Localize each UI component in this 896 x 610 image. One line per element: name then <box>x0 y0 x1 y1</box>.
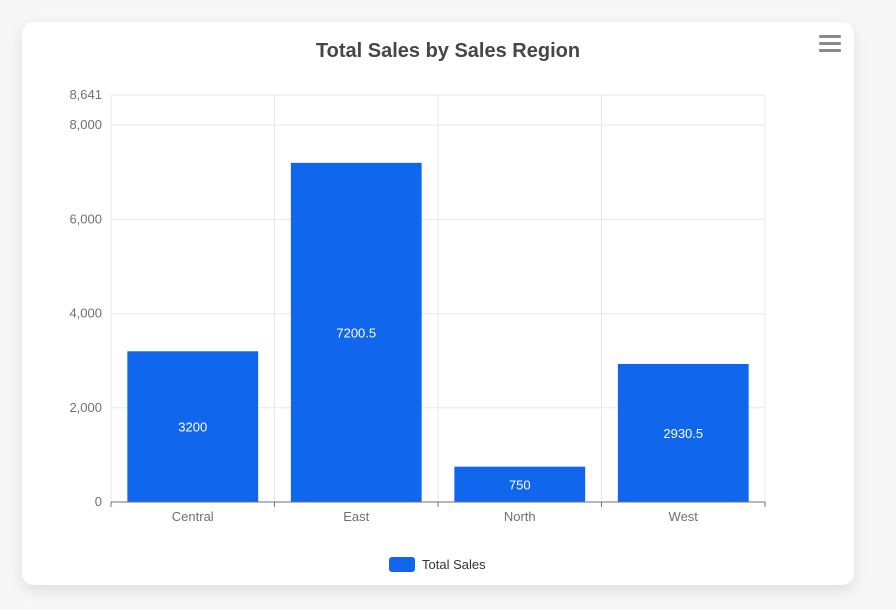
data-label: 7200.5 <box>336 325 376 340</box>
y-tick-label: 4,000 <box>69 306 102 321</box>
x-tick-label: East <box>343 509 369 524</box>
legend-label: Total Sales <box>422 557 486 572</box>
bar-north <box>454 466 586 502</box>
bar-west <box>617 363 749 502</box>
data-label: 3200 <box>178 420 207 435</box>
axes: 0 2,000 4,000 6,000 8,000 8,641 Central East Nor… <box>69 87 766 524</box>
legend-swatch <box>389 557 415 572</box>
data-label: 750 <box>509 477 531 492</box>
grid-lines <box>110 94 766 502</box>
chart-title: Total Sales by Sales Region <box>315 40 581 62</box>
y-tick-label: 8,641 <box>69 87 102 102</box>
y-tick-label: 0 <box>95 494 102 509</box>
bar-central <box>127 351 259 502</box>
y-tick-label: 2,000 <box>69 400 102 415</box>
x-tick-label: Central <box>172 509 214 524</box>
bar-east <box>290 162 422 502</box>
bars: 3200 7200.5 750 2930.5 <box>127 162 749 502</box>
data-label: 2930.5 <box>663 426 703 441</box>
hamburger-menu-icon[interactable] <box>818 33 842 55</box>
x-tick-label: West <box>669 509 699 524</box>
y-tick-label: 8,000 <box>69 117 102 132</box>
x-tick-label: North <box>504 509 536 524</box>
legend: Total Sales <box>389 557 486 572</box>
y-tick-label: 6,000 <box>69 211 102 226</box>
